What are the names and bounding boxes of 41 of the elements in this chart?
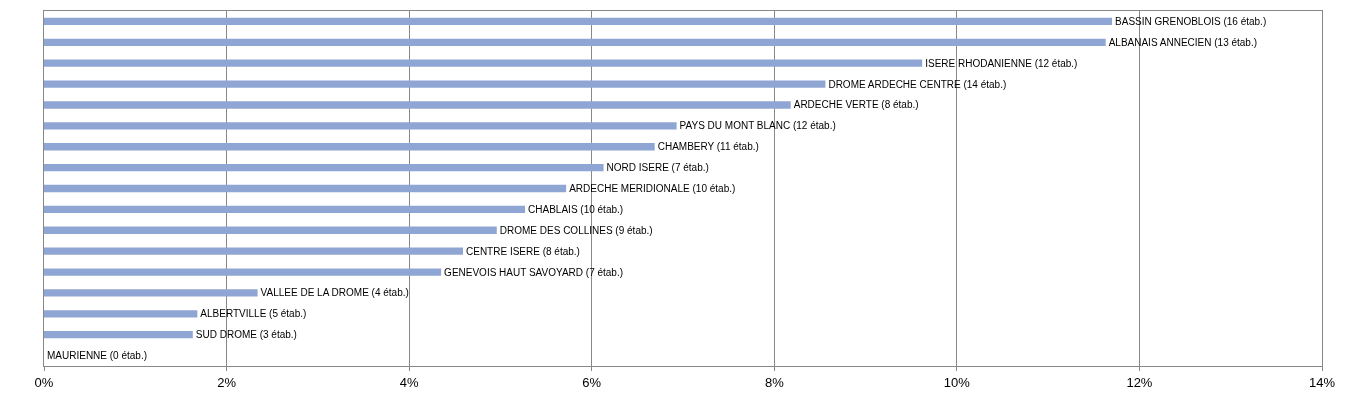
bar xyxy=(44,101,791,109)
bar xyxy=(44,289,258,297)
y-tick-label: CHAMBERY (11 étab.) xyxy=(657,141,759,153)
y-tick-label: BASSIN GRENOBLOIS (16 étab.) xyxy=(1115,15,1267,27)
y-tick-label: PAYS DU MONT BLANC (12 étab.) xyxy=(679,120,836,132)
bar xyxy=(44,38,1106,46)
bar xyxy=(44,268,442,276)
y-tick-label: ALBERTVILLE (5 étab.) xyxy=(200,308,307,320)
bar xyxy=(44,331,193,339)
y-tick-label: SUD DROME (3 étab.) xyxy=(195,329,297,341)
x-tick-label: 10% xyxy=(943,374,971,390)
y-tick-label: VALLEE DE LA DROME (4 étab.) xyxy=(260,287,409,299)
y-tick-label: ISERE RHODANIENNE (12 étab.) xyxy=(925,57,1078,69)
y-tick-label: DROME DES COLLINES (9 étab.) xyxy=(499,224,653,236)
x-tick-label: 0% xyxy=(34,374,54,390)
x-tick-label: 2% xyxy=(217,374,237,390)
y-tick-label: DROME ARDECHE CENTRE (14 étab.) xyxy=(828,78,1007,90)
x-tick-label: 14% xyxy=(1308,374,1336,390)
bar xyxy=(44,122,677,130)
x-tick-label: 6% xyxy=(582,374,602,390)
x-tick-label: 8% xyxy=(764,374,785,390)
y-tick-label: ARDECHE VERTE (8 étab.) xyxy=(793,99,919,111)
y-tick-label: CHABLAIS (10 étab.) xyxy=(528,203,624,215)
bar xyxy=(44,143,655,151)
bar xyxy=(44,184,567,193)
y-tick-label: ARDECHE MERIDIONALE (10 étab.) xyxy=(569,183,736,194)
bar xyxy=(44,226,497,234)
bar xyxy=(44,205,526,214)
bar xyxy=(44,80,826,88)
y-tick-label: NORD ISERE (7 étab.) xyxy=(606,162,709,174)
bar xyxy=(44,310,198,318)
y-tick-label: MAURIENNE (0 étab.) xyxy=(47,350,148,362)
bar xyxy=(44,247,463,255)
bar xyxy=(44,17,1113,26)
x-tick-label: 4% xyxy=(399,374,419,390)
bar xyxy=(44,59,923,67)
x-tick-label: 12% xyxy=(1126,374,1153,390)
y-tick-label: ALBANAIS ANNECIEN (13 étab.) xyxy=(1108,36,1258,48)
bar xyxy=(44,163,604,172)
y-tick-label: GENEVOIS HAUT SAVOYARD (7 étab.) xyxy=(444,266,624,278)
y-tick-label: CENTRE ISERE (8 étab.) xyxy=(466,245,580,257)
